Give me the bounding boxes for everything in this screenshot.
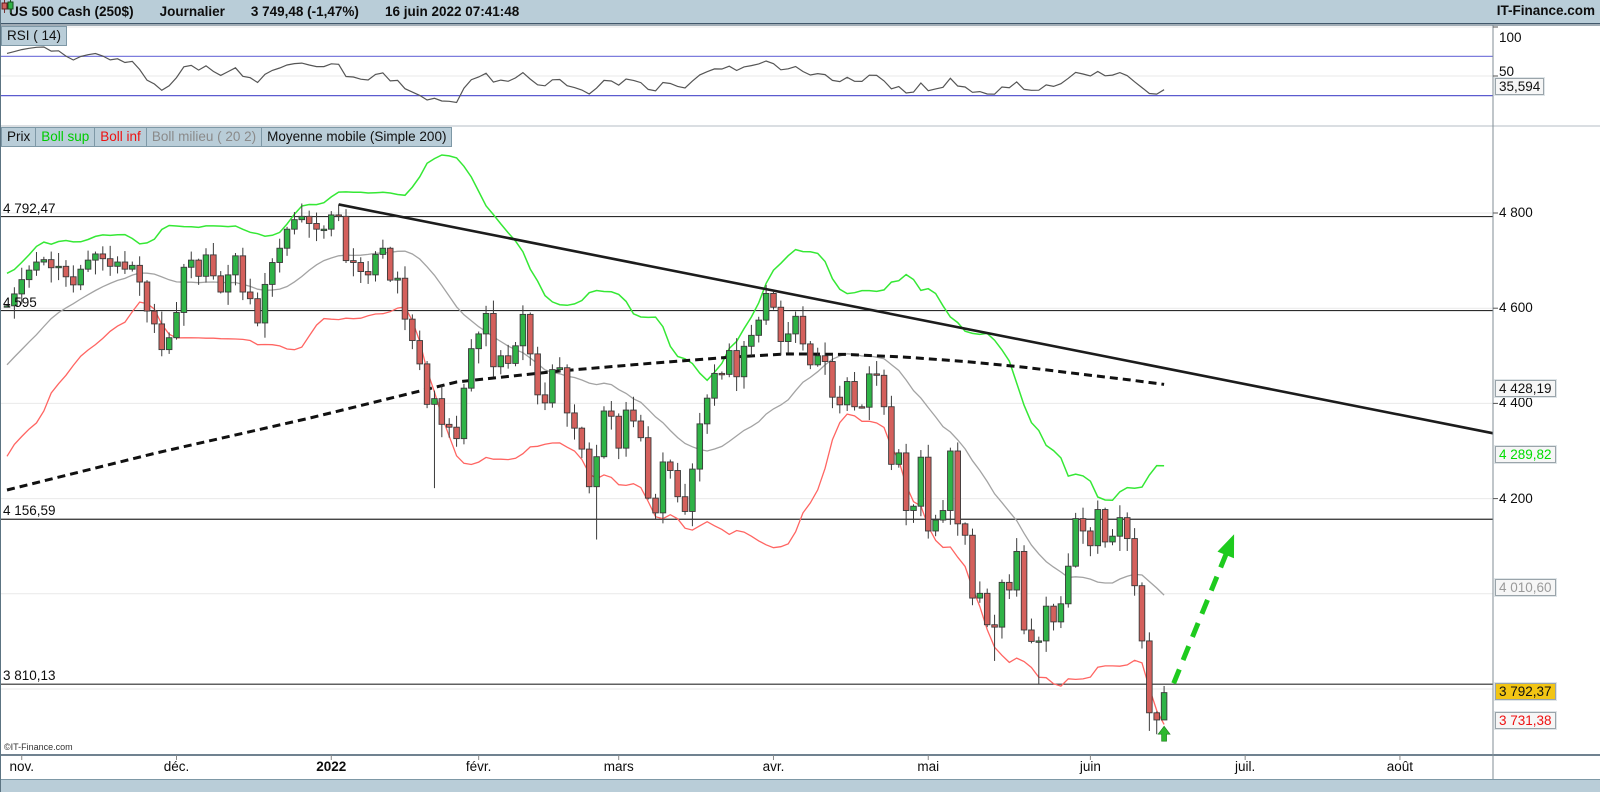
last-quote: 3 749,48 (-1,47%) [250, 4, 359, 19]
quote-datetime: 16 juin 2022 07:41:48 [384, 4, 520, 19]
level-label: 4 156,59 [3, 503, 56, 519]
x-axis-label: août [1386, 759, 1414, 774]
bottom-strip [1, 779, 1600, 792]
rsi-indicator-chip[interactable]: RSI ( 14) [1, 26, 68, 46]
price-pane-legend: Prix Boll sup Boll inf Boll milieu ( 20 … [1, 127, 453, 147]
x-axis-label: mars [603, 759, 634, 774]
trendline [338, 203, 1493, 435]
y-axis-value-box: 4 010,60 [1495, 578, 1556, 596]
buy-signal-marker [1157, 725, 1171, 742]
x-axis-label: avr. [762, 759, 785, 774]
candles [3, 203, 1168, 735]
legend-item-boll-inf[interactable]: Boll inf [94, 127, 146, 147]
watermark-copyright: ©IT-Finance.com [4, 742, 73, 752]
y-axis-tick: 4 600 [1499, 300, 1533, 316]
level-label: 4 595 [3, 294, 37, 310]
boll-sup-line [6, 154, 1165, 501]
x-axis-label: juin [1079, 759, 1101, 774]
legend-item-prix[interactable]: Prix [1, 127, 36, 147]
legend-item-boll-milieu[interactable]: Boll milieu ( 20 2) [145, 127, 262, 147]
y-axis-value-box: 4 428,19 [1495, 379, 1556, 397]
y-axis-tick: 4 800 [1499, 205, 1533, 220]
x-axis-label: déc. [163, 759, 190, 774]
projection-arrow [1171, 546, 1232, 685]
boll-inf-line [6, 301, 1165, 725]
y-axis-value-box: 4 289,82 [1495, 445, 1556, 463]
sma200-line [6, 352, 1165, 492]
price-pane [1, 154, 1493, 742]
x-axis-label: nov. [9, 759, 34, 774]
boll-mid-line [6, 250, 1165, 596]
timeframe-label[interactable]: Journalier [159, 4, 225, 19]
title-bar: US 500 Cash (250$) Journalier 3 749,48 (… [1, 0, 1600, 24]
instrument-name: US 500 Cash (250$) [9, 4, 134, 19]
level-label: 4 792,47 [3, 200, 56, 216]
y-axis-tick: 4 200 [1499, 490, 1533, 506]
level-label: 3 810,13 [3, 668, 56, 684]
legend-item-boll-sup[interactable]: Boll sup [35, 127, 95, 147]
rsi-tick-50: 50 [1499, 64, 1515, 79]
rsi-pane [1, 26, 1493, 104]
rsi-line [6, 46, 1165, 104]
projection-arrow-head [1217, 534, 1235, 559]
rsi-tick-100: 100 [1499, 30, 1522, 45]
x-axis-label: févr. [465, 759, 492, 774]
y-axis-value-box: 3 792,37 [1495, 682, 1556, 700]
x-axis-label: 2022 [316, 759, 347, 774]
instrument-title[interactable]: US 500 Cash (250$) [1, 0, 134, 19]
brand-logo: IT-Finance.com [1496, 3, 1595, 18]
x-axis-label: juil. [1235, 759, 1256, 774]
x-axis-label: mai [917, 759, 940, 774]
y-axis-tick: 4 400 [1499, 395, 1533, 411]
y-axis-value-box: 3 731,38 [1495, 711, 1556, 729]
rsi-value-box: 35,594 [1495, 78, 1545, 95]
legend-item-moyenne-mobile[interactable]: Moyenne mobile (Simple 200) [261, 127, 453, 147]
